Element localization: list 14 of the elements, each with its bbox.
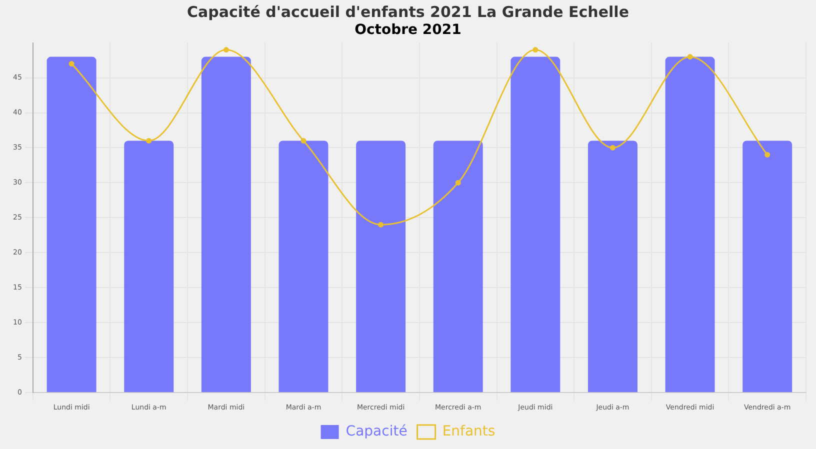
point [455,180,461,186]
point [300,138,306,144]
point [687,54,693,60]
point [68,61,74,67]
point [610,144,616,150]
legend-label: Capacité [346,424,408,440]
point [532,47,538,53]
point [146,138,152,144]
point [378,222,384,228]
legend-label: Enfants [442,424,496,440]
chart-subtitle: Octobre 2021 [354,22,462,38]
point [764,152,770,158]
chart-title: Capacité d'accueil d'enfants 2021 La Grande Echelle [187,2,629,21]
point [223,47,229,53]
